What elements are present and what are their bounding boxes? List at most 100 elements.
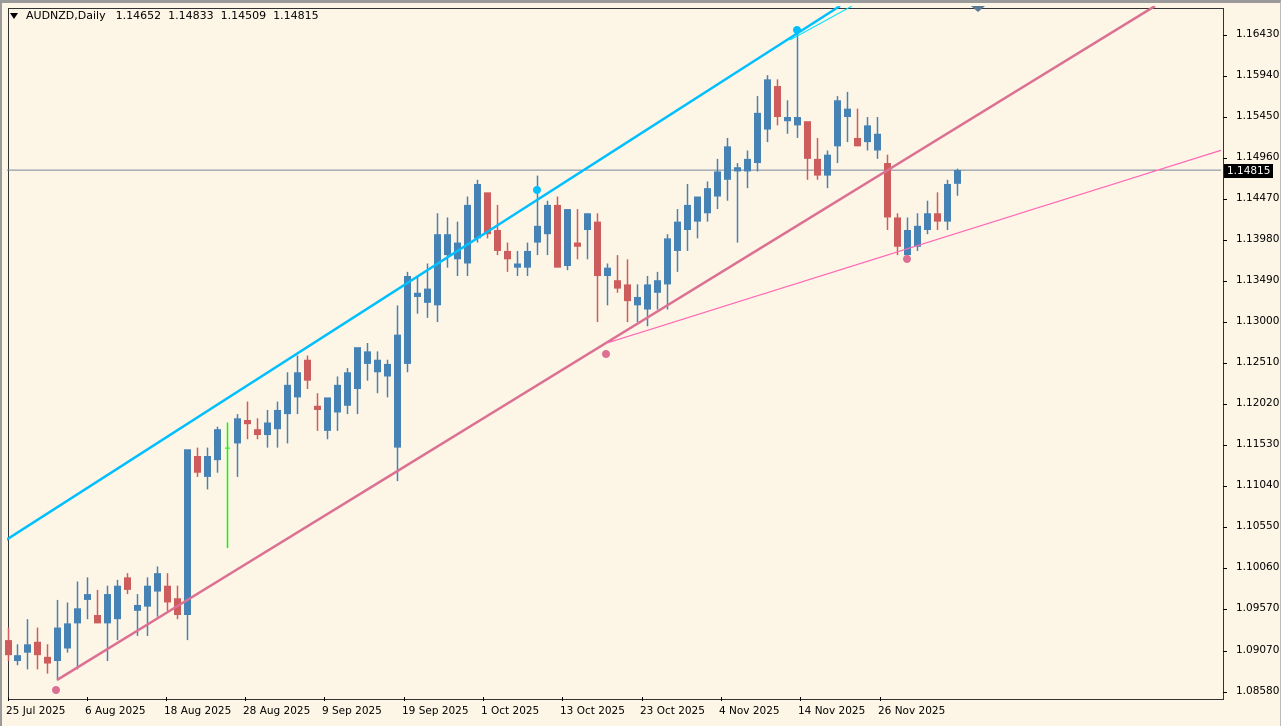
bull-candle (294, 355, 301, 415)
bear-candle (94, 589, 101, 624)
bear-candle (124, 573, 131, 595)
bull-candle (604, 263, 611, 306)
bull-candle (114, 579, 121, 641)
bull-candle (634, 284, 641, 323)
upper-channel-trendline[interactable] (6, 6, 841, 541)
ohlc-open: 1.14652 (115, 9, 162, 22)
bull-candle (225, 422, 230, 549)
price-tick-label: 1.12510 (1236, 356, 1280, 369)
collapse-triangle-icon[interactable] (10, 12, 18, 19)
date-tick (245, 697, 246, 701)
bull-candle (944, 179, 951, 231)
price-tick-label: 1.14960 (1236, 151, 1280, 164)
bull-candle (184, 449, 191, 641)
bear-candle (614, 255, 621, 293)
bull-candle (564, 209, 571, 271)
bull-candle (544, 200, 551, 256)
price-tick-label: 1.13000 (1236, 315, 1280, 328)
bull-candle (824, 150, 831, 189)
bull-candle (684, 183, 691, 251)
price-tick (1223, 281, 1227, 283)
date-tick-label: 1 Oct 2025 (481, 705, 540, 717)
bull-candle (744, 150, 751, 189)
date-tick (324, 697, 325, 701)
bull-candle (64, 602, 71, 653)
date-tick (800, 697, 801, 701)
bear-candle (34, 627, 41, 670)
bear-candle (314, 393, 321, 431)
date-tick-label: 18 Aug 2025 (164, 705, 232, 717)
bull-candle (734, 163, 741, 243)
lower-trend-trendline[interactable] (56, 6, 1156, 682)
price-tick (1223, 35, 1227, 36)
swing-point-marker (602, 350, 610, 358)
bull-candle (84, 577, 91, 620)
chart-shift-marker-icon (971, 6, 985, 12)
date-tick (721, 697, 722, 701)
bull-candle (764, 75, 771, 143)
bear-candle (814, 137, 821, 180)
minor-trend-trendline[interactable] (606, 149, 1222, 344)
bull-candle (354, 347, 361, 415)
bull-candle (374, 351, 381, 394)
price-tick-label: 1.16430 (1236, 28, 1280, 40)
price-tick (1223, 322, 1227, 324)
date-tick-label: 9 Sep 2025 (322, 705, 382, 717)
swing-point-marker (52, 686, 60, 694)
bear-candle (44, 644, 51, 674)
price-tick-label: 1.09570 (1236, 602, 1280, 615)
bear-candle (884, 154, 891, 231)
price-tick (1223, 527, 1227, 529)
bear-candle (804, 121, 811, 180)
plot-area[interactable] (8, 8, 1224, 700)
price-tick-label: 1.12020 (1236, 397, 1280, 410)
bull-candle (784, 100, 791, 134)
bull-candle (24, 619, 31, 670)
price-tick-label: 1.10060 (1236, 561, 1280, 574)
bear-candle (174, 585, 181, 620)
date-tick-label: 28 Aug 2025 (243, 705, 311, 717)
bull-candle (794, 33, 801, 138)
date-tick (880, 697, 881, 701)
price-tick (1223, 363, 1227, 365)
bull-candle (954, 168, 961, 196)
date-tick-label: 25 Jul 2025 (6, 705, 66, 717)
date-tick-label: 26 Nov 2025 (878, 705, 946, 717)
bull-candle (214, 426, 221, 473)
date-tick-label: 23 Oct 2025 (640, 705, 705, 717)
date-tick (483, 697, 484, 701)
date-tick (642, 697, 643, 701)
bull-candle (694, 196, 701, 239)
price-tick (1223, 158, 1227, 160)
bull-candle (394, 305, 401, 482)
bull-candle (434, 213, 441, 323)
bear-candle (244, 401, 251, 440)
bull-candle (834, 96, 841, 164)
bull-candle (154, 566, 161, 617)
bull-candle (264, 409, 271, 448)
bull-candle (284, 372, 291, 444)
date-tick-label: 13 Oct 2025 (560, 705, 625, 717)
bull-candle (204, 447, 211, 490)
bear-candle (594, 213, 601, 323)
upper-channel-inner-trendline[interactable] (789, 6, 853, 41)
price-tick (1223, 404, 1227, 406)
bull-candle (74, 581, 81, 670)
bear-candle (494, 204, 501, 256)
price-tick-label: 1.10550 (1236, 520, 1280, 533)
ohlc-close: 1.14815 (273, 9, 319, 22)
ohlc-low: 1.14509 (220, 9, 267, 22)
bull-candle (704, 181, 711, 222)
date-tick-label: 19 Sep 2025 (402, 705, 469, 717)
bull-candle (364, 342, 371, 381)
bear-candle (5, 627, 12, 662)
bull-candle (924, 200, 931, 235)
price-tick (1223, 692, 1227, 693)
bull-candle (444, 217, 451, 268)
bull-candle (334, 376, 341, 431)
bull-candle (654, 271, 661, 310)
bear-candle (574, 209, 581, 260)
date-tick (87, 697, 88, 701)
